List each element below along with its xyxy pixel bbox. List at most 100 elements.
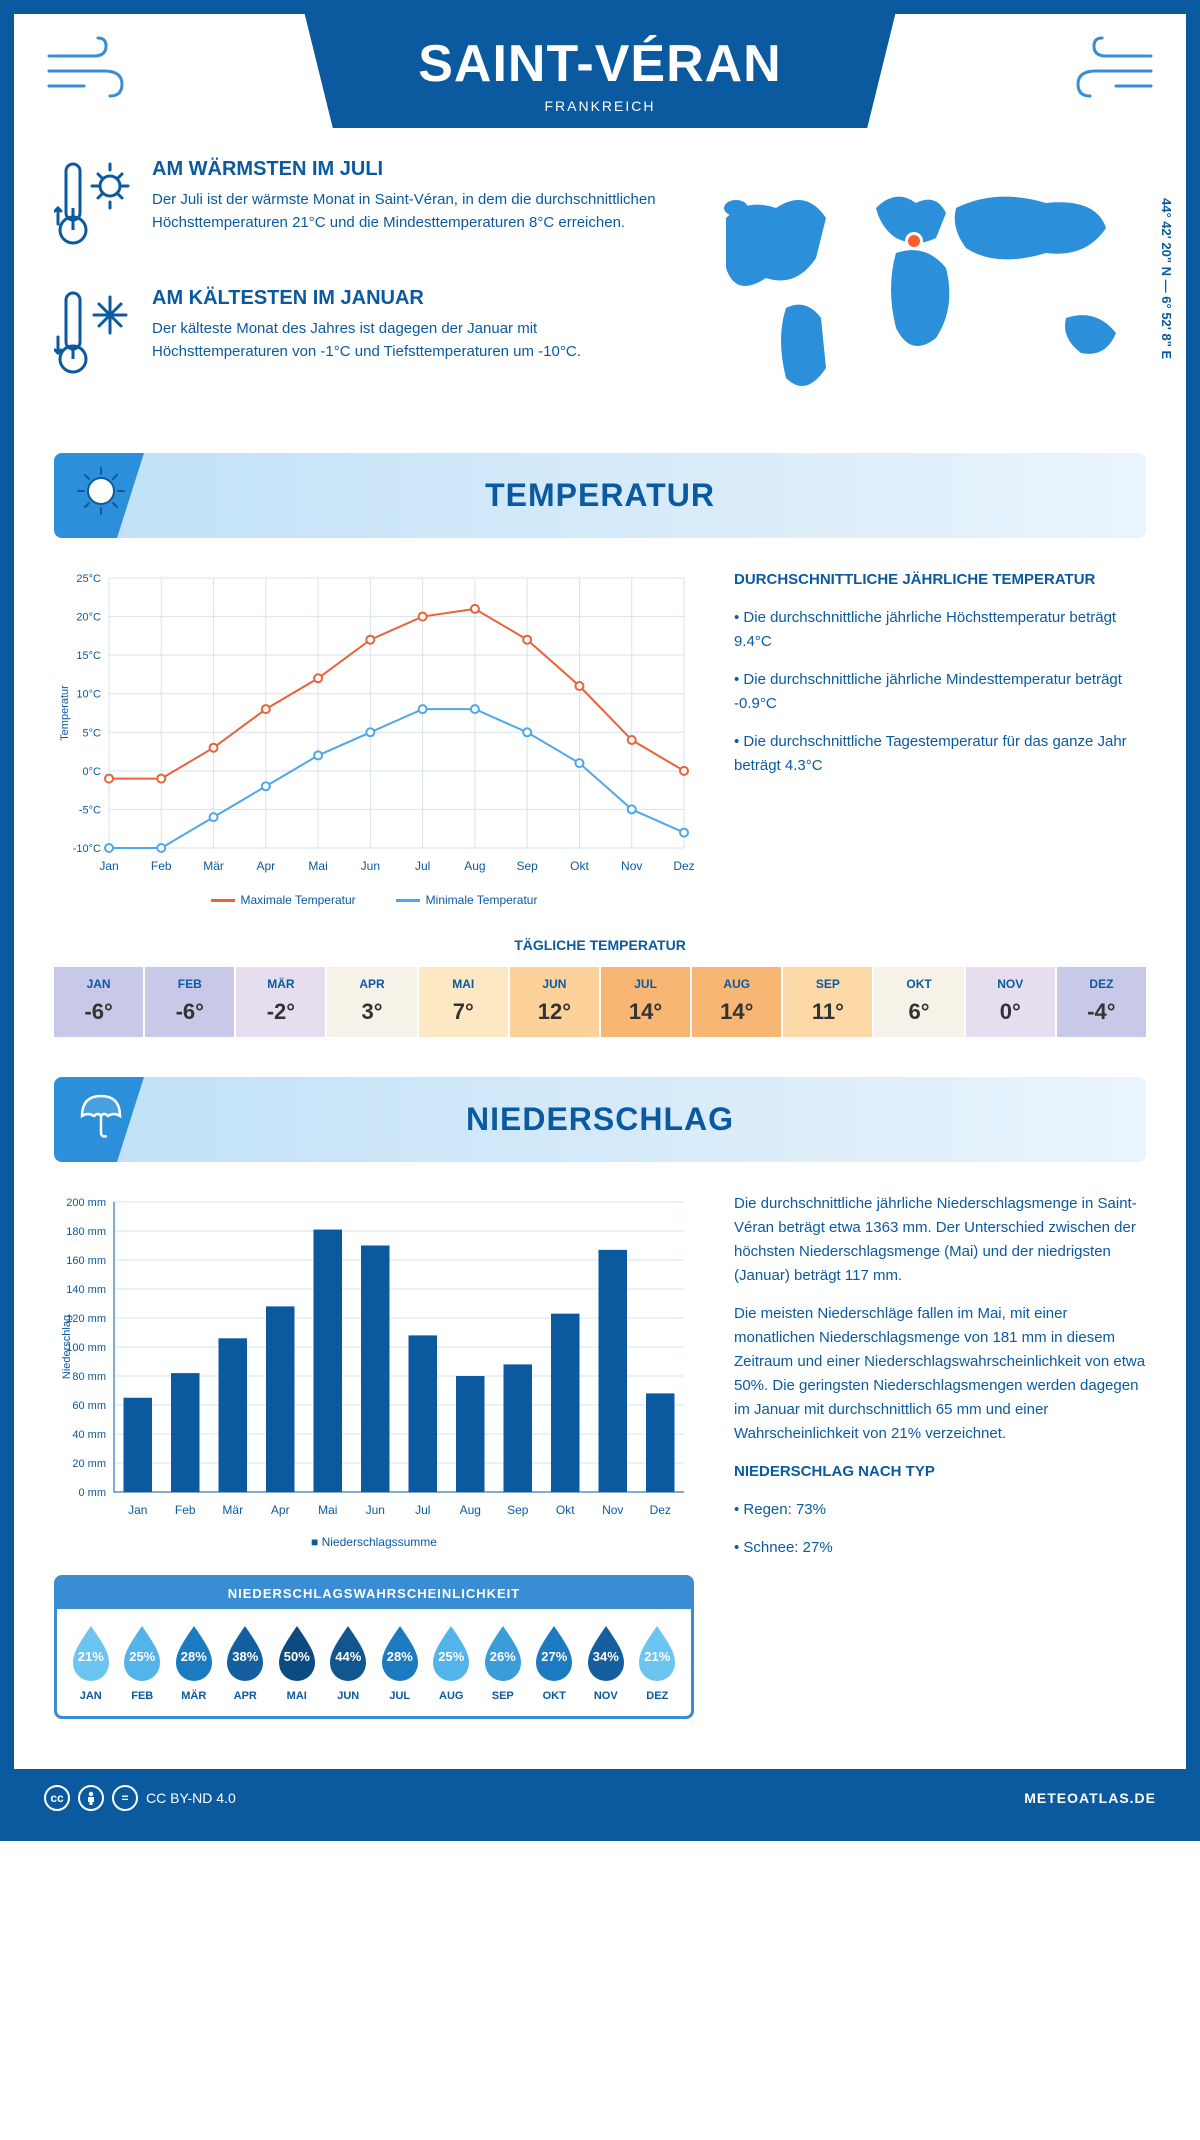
temp-legend: Maximale Temperatur Minimale Temperatur xyxy=(54,893,694,907)
svg-text:Jan: Jan xyxy=(99,859,118,873)
prob-drop: 25%FEB xyxy=(119,1623,167,1702)
svg-text:0 mm: 0 mm xyxy=(79,1487,107,1499)
svg-text:Mär: Mär xyxy=(222,1503,243,1517)
prob-drop: 28%JUL xyxy=(376,1623,424,1702)
warmest-text: Der Juli ist der wärmste Monat in Saint-… xyxy=(152,189,656,234)
svg-text:25°C: 25°C xyxy=(76,573,101,585)
sun-icon xyxy=(76,466,126,526)
precip-type1: • Regen: 73% xyxy=(734,1498,1146,1522)
temp-cell: SEP11° xyxy=(783,967,872,1037)
temp-cell: JUN12° xyxy=(510,967,599,1037)
svg-text:80 mm: 80 mm xyxy=(72,1371,106,1383)
precip-type2: • Schnee: 27% xyxy=(734,1536,1146,1560)
temperature-header: TEMPERATUR xyxy=(54,453,1146,538)
temp-summary: DURCHSCHNITTLICHE JÄHRLICHE TEMPERATUR •… xyxy=(734,568,1146,907)
temp-cell: DEZ-4° xyxy=(1057,967,1146,1037)
footer: cc = CC BY-ND 4.0 METEOATLAS.DE xyxy=(14,1769,1186,1827)
svg-text:200 mm: 200 mm xyxy=(66,1197,106,1209)
svg-text:Jun: Jun xyxy=(361,859,380,873)
prob-drop: 26%SEP xyxy=(479,1623,527,1702)
precip-chart: 0 mm20 mm40 mm60 mm80 mm100 mm120 mm140 … xyxy=(54,1192,694,1719)
svg-text:Okt: Okt xyxy=(556,1503,575,1517)
license-text: CC BY-ND 4.0 xyxy=(146,1790,236,1806)
country-subtitle: FRANKREICH xyxy=(248,98,951,114)
precip-legend: Niederschlagssumme xyxy=(54,1535,694,1549)
temperature-title: TEMPERATUR xyxy=(54,477,1146,514)
svg-text:180 mm: 180 mm xyxy=(66,1226,106,1238)
daily-temp-table: JAN-6°FEB-6°MÄR-2°APR3°MAI7°JUN12°JUL14°… xyxy=(54,967,1146,1037)
legend-min: Minimale Temperatur xyxy=(426,893,538,907)
svg-text:Dez: Dez xyxy=(673,859,694,873)
precip-header: NIEDERSCHLAG xyxy=(54,1077,1146,1162)
page: SAINT-VÉRAN FRANKREICH AM WÄRMSTEN IM JU… xyxy=(0,0,1200,1841)
svg-text:Aug: Aug xyxy=(464,859,485,873)
svg-text:Niederschlag: Niederschlag xyxy=(61,1315,73,1379)
svg-text:Apr: Apr xyxy=(271,1503,290,1517)
site-name: METEOATLAS.DE xyxy=(1024,1790,1156,1806)
svg-text:Mai: Mai xyxy=(308,859,327,873)
svg-text:Feb: Feb xyxy=(151,859,172,873)
svg-text:Mai: Mai xyxy=(318,1503,337,1517)
svg-text:15°C: 15°C xyxy=(76,650,101,662)
svg-text:Feb: Feb xyxy=(175,1503,196,1517)
svg-text:Jun: Jun xyxy=(366,1503,385,1517)
svg-text:Apr: Apr xyxy=(256,859,275,873)
temp-summary-p2: • Die durchschnittliche jährliche Mindes… xyxy=(734,668,1146,716)
temp-summary-heading: DURCHSCHNITTLICHE JÄHRLICHE TEMPERATUR xyxy=(734,568,1146,592)
temp-cell: JUL14° xyxy=(601,967,690,1037)
svg-text:40 mm: 40 mm xyxy=(72,1429,106,1441)
coldest-heading: AM KÄLTESTEN IM JANUAR xyxy=(152,287,656,310)
svg-text:0°C: 0°C xyxy=(83,766,102,778)
umbrella-icon xyxy=(76,1090,126,1150)
svg-text:-5°C: -5°C xyxy=(79,804,101,816)
title-banner: SAINT-VÉRAN FRANKREICH xyxy=(248,14,951,128)
prob-drop: 34%NOV xyxy=(582,1623,630,1702)
wind-icon xyxy=(44,36,134,120)
svg-text:Nov: Nov xyxy=(621,859,642,873)
svg-text:Sep: Sep xyxy=(517,859,539,873)
temp-summary-p1: • Die durchschnittliche jährliche Höchst… xyxy=(734,606,1146,654)
wind-icon xyxy=(1066,36,1156,120)
precip-p1: Die durchschnittliche jährliche Niedersc… xyxy=(734,1192,1146,1288)
svg-text:Dez: Dez xyxy=(650,1503,671,1517)
prob-drop: 25%AUG xyxy=(428,1623,476,1702)
prob-drop: 27%OKT xyxy=(531,1623,579,1702)
nd-icon: = xyxy=(112,1785,138,1811)
prob-drop: 21%DEZ xyxy=(634,1623,682,1702)
precip-probability-box: NIEDERSCHLAGSWAHRSCHEINLICHKEIT 21%JAN 2… xyxy=(54,1575,694,1719)
city-title: SAINT-VÉRAN xyxy=(248,34,951,94)
thermometer-snow-icon xyxy=(54,287,134,390)
svg-text:Jul: Jul xyxy=(415,1503,430,1517)
svg-text:-10°C: -10°C xyxy=(73,843,101,855)
thermometer-sun-icon xyxy=(54,158,134,261)
world-map: 44° 42' 20" N — 6° 52' 8" E xyxy=(686,158,1146,423)
svg-text:Okt: Okt xyxy=(570,859,589,873)
prob-drop: 21%JAN xyxy=(67,1623,115,1702)
svg-text:10°C: 10°C xyxy=(76,689,101,701)
svg-text:Aug: Aug xyxy=(460,1503,481,1517)
temp-cell: NOV0° xyxy=(966,967,1055,1037)
coldest-block: AM KÄLTESTEN IM JANUAR Der kälteste Mona… xyxy=(54,287,656,390)
daily-temp-heading: TÄGLICHE TEMPERATUR xyxy=(54,937,1146,953)
temp-cell: APR3° xyxy=(327,967,416,1037)
precip-p2: Die meisten Niederschläge fallen im Mai,… xyxy=(734,1302,1146,1446)
prob-drop: 50%MAI xyxy=(273,1623,321,1702)
temp-summary-p3: • Die durchschnittliche Tagestemperatur … xyxy=(734,730,1146,778)
temp-cell: MAI7° xyxy=(419,967,508,1037)
svg-text:140 mm: 140 mm xyxy=(66,1284,106,1296)
temp-cell: FEB-6° xyxy=(145,967,234,1037)
svg-text:Mär: Mär xyxy=(203,859,224,873)
prob-drop: 38%APR xyxy=(222,1623,270,1702)
svg-text:160 mm: 160 mm xyxy=(66,1255,106,1267)
svg-text:Nov: Nov xyxy=(602,1503,623,1517)
svg-text:Jul: Jul xyxy=(415,859,430,873)
license-badges: cc = CC BY-ND 4.0 xyxy=(44,1785,236,1811)
svg-text:Temperatur: Temperatur xyxy=(59,685,71,741)
svg-text:Jan: Jan xyxy=(128,1503,147,1517)
coordinates: 44° 42' 20" N — 6° 52' 8" E xyxy=(1159,198,1174,359)
prob-drop: 28%MÄR xyxy=(170,1623,218,1702)
temp-cell: AUG14° xyxy=(692,967,781,1037)
svg-text:60 mm: 60 mm xyxy=(72,1400,106,1412)
legend-max: Maximale Temperatur xyxy=(241,893,356,907)
prob-drop: 44%JUN xyxy=(325,1623,373,1702)
